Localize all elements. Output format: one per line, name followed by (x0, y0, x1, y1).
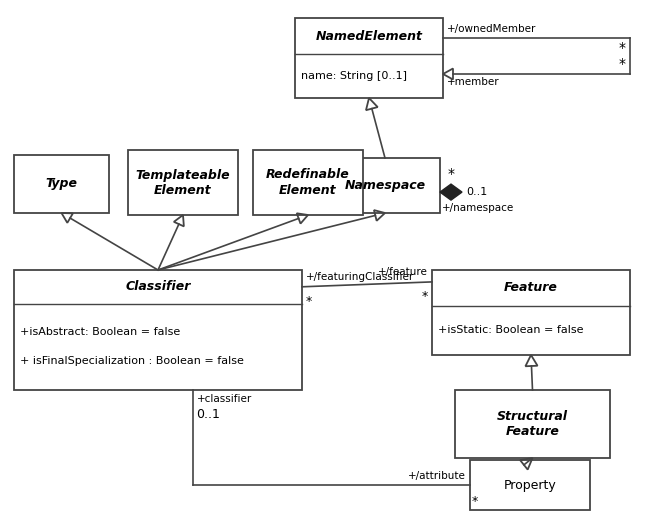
Text: *: * (619, 41, 626, 55)
Bar (455, 390, 610, 458)
Text: +isStatic: Boolean = false: +isStatic: Boolean = false (438, 326, 584, 336)
Text: +/ownedMember: +/ownedMember (447, 24, 537, 34)
Text: +/namespace: +/namespace (442, 203, 514, 213)
Text: Redefinable
Element: Redefinable Element (266, 168, 350, 197)
Text: +/attribute: +/attribute (408, 471, 466, 481)
Bar (253, 150, 363, 215)
Text: Templateable
Element: Templateable Element (136, 168, 230, 197)
Bar (470, 460, 590, 510)
Text: +member: +member (447, 77, 499, 87)
Text: Structural
Feature: Structural Feature (497, 410, 568, 438)
Text: 0..1: 0..1 (466, 187, 487, 197)
Text: Feature: Feature (504, 281, 558, 295)
Text: +/featuringClassifier: +/featuringClassifier (306, 272, 414, 282)
Bar (128, 150, 238, 215)
Bar (14, 270, 302, 390)
Bar (432, 270, 630, 355)
Text: *: * (447, 167, 454, 181)
Text: *: * (422, 290, 428, 303)
Text: +/feature: +/feature (378, 267, 428, 277)
Text: +isAbstract: Boolean = false: +isAbstract: Boolean = false (20, 327, 180, 337)
Text: *: * (472, 495, 479, 508)
Text: name: String [0..1]: name: String [0..1] (301, 71, 407, 81)
Text: NamedElement: NamedElement (316, 29, 422, 43)
Text: Classifier: Classifier (125, 280, 190, 294)
Text: Namespace: Namespace (344, 179, 426, 192)
Text: 0..1: 0..1 (196, 408, 220, 421)
Text: Type: Type (46, 177, 78, 190)
Bar (14, 155, 109, 213)
Polygon shape (440, 184, 462, 200)
Text: + isFinalSpecialization : Boolean = false: + isFinalSpecialization : Boolean = fals… (20, 356, 244, 366)
Text: *: * (306, 295, 312, 308)
Text: Property: Property (503, 479, 556, 491)
Bar (295, 18, 443, 98)
Text: +classifier: +classifier (196, 394, 252, 404)
Text: *: * (619, 57, 626, 71)
Bar (330, 158, 440, 213)
